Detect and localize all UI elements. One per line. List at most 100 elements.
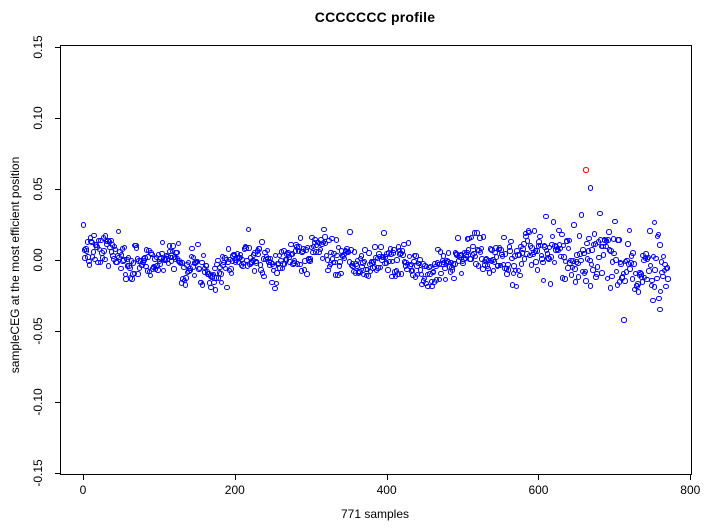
data-point	[660, 273, 666, 280]
data-point	[647, 262, 654, 269]
data-point	[581, 250, 587, 257]
data-point	[149, 251, 155, 257]
data-point	[540, 259, 546, 266]
data-point	[347, 229, 353, 235]
data-point	[596, 254, 602, 261]
data-point	[199, 259, 205, 266]
data-point	[645, 254, 652, 261]
data-point	[341, 255, 348, 262]
data-point	[264, 247, 271, 254]
data-point	[436, 276, 443, 283]
data-point	[660, 253, 667, 260]
data-point	[650, 297, 656, 304]
data-point	[190, 254, 197, 261]
data-point	[526, 229, 532, 236]
data-point	[490, 267, 497, 274]
data-point	[566, 237, 573, 244]
data-point	[547, 281, 554, 287]
y-tick-label: 0.15	[31, 35, 45, 59]
data-point	[618, 261, 624, 267]
data-point	[118, 265, 124, 272]
data-point	[365, 273, 371, 279]
data-point	[658, 259, 665, 265]
y-tick-mark	[55, 472, 61, 474]
data-point	[147, 272, 154, 279]
data-point	[438, 270, 444, 277]
data-point	[582, 268, 589, 275]
data-point	[212, 287, 219, 293]
data-point	[653, 255, 659, 262]
data-point	[155, 267, 161, 273]
data-point	[333, 237, 340, 243]
data-point	[531, 228, 538, 234]
data-point	[225, 246, 232, 252]
data-point	[251, 268, 258, 274]
data-point	[378, 244, 384, 250]
data-point	[413, 253, 419, 259]
data-point	[377, 264, 384, 271]
data-point	[381, 230, 387, 236]
data-point	[651, 284, 658, 290]
data-point	[655, 231, 662, 237]
y-axis-label-text: sampleCEG at the most efficient position	[8, 156, 22, 374]
data-point	[237, 251, 244, 258]
data-point	[135, 271, 141, 277]
data-point	[502, 251, 509, 257]
data-point	[224, 284, 230, 291]
data-point	[291, 258, 298, 264]
data-point	[218, 279, 225, 285]
data-point	[605, 237, 611, 243]
data-point	[273, 280, 280, 287]
x-tick-mark	[234, 474, 236, 480]
data-point	[509, 255, 515, 262]
data-point	[557, 245, 564, 252]
data-point	[559, 231, 565, 238]
data-point	[657, 306, 663, 313]
x-tick-label: 600	[528, 483, 549, 497]
data-point	[170, 243, 176, 249]
data-point	[121, 244, 128, 251]
data-point	[157, 261, 163, 267]
data-point	[199, 282, 206, 288]
data-point	[543, 213, 549, 220]
data-point	[663, 283, 669, 290]
data-point	[191, 272, 198, 279]
data-point	[334, 252, 340, 259]
data-point	[257, 262, 264, 268]
data-point	[586, 235, 592, 242]
x-tick-label: 200	[224, 483, 245, 497]
data-point	[537, 233, 543, 240]
data-point	[335, 244, 342, 251]
data-point	[630, 250, 636, 256]
data-point	[607, 285, 614, 291]
data-point	[575, 274, 582, 280]
y-tick-mark	[55, 118, 61, 120]
data-point	[486, 270, 493, 276]
data-point	[534, 267, 541, 273]
data-point	[587, 283, 594, 289]
data-point	[549, 233, 556, 240]
data-point	[517, 272, 523, 279]
data-point	[540, 277, 547, 284]
x-tick-mark	[690, 474, 692, 480]
data-point	[533, 259, 539, 265]
data-point	[480, 234, 487, 240]
data-point	[118, 252, 125, 258]
data-point	[160, 267, 167, 274]
data-point	[259, 239, 265, 245]
data-point	[613, 268, 620, 275]
data-point	[358, 253, 365, 259]
data-point	[644, 276, 650, 283]
data-point	[606, 229, 612, 235]
data-point	[182, 282, 189, 288]
data-point	[91, 232, 97, 239]
data-point	[560, 242, 567, 249]
y-tick-mark	[55, 330, 61, 332]
data-point	[548, 254, 554, 260]
data-point	[430, 268, 437, 275]
data-point	[594, 264, 601, 270]
data-point	[521, 241, 527, 247]
data-point	[455, 235, 461, 241]
x-tick-mark	[386, 474, 388, 480]
data-point	[474, 230, 480, 236]
